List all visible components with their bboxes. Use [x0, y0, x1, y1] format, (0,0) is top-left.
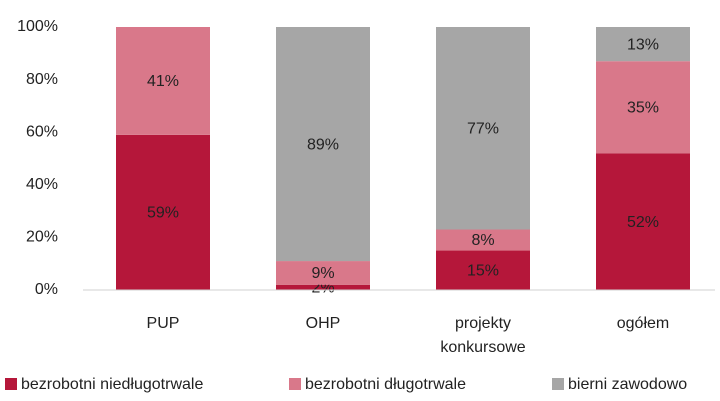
x-tick-label: OHP [305, 315, 341, 332]
data-label: 41% [147, 73, 179, 90]
data-label: 89% [307, 136, 339, 153]
data-label: 77% [467, 120, 499, 137]
x-tick-label: projekty konkursowe [440, 315, 526, 356]
x-tick-label: PUP [146, 315, 180, 332]
data-label: 13% [627, 36, 659, 53]
bar-segment [596, 61, 690, 154]
y-tick-label: 40% [26, 176, 58, 193]
y-tick-label: 100% [17, 18, 58, 35]
legend-swatch [552, 378, 564, 390]
bar-segment [276, 284, 370, 290]
y-tick-label: 0% [35, 281, 58, 298]
bar-segment [436, 27, 530, 230]
y-tick-label: 80% [26, 71, 58, 88]
y-tick-label: 20% [26, 229, 58, 246]
legend-label: bezrobotni niedługotrwale [21, 376, 203, 393]
data-label: 8% [471, 232, 494, 249]
bar-segment [596, 153, 690, 290]
y-tick-label: 60% [26, 123, 58, 140]
bar-segment [436, 250, 530, 290]
data-label: 35% [627, 99, 659, 116]
bar-segment [436, 229, 530, 251]
bar-segment [116, 134, 210, 290]
data-label: 9% [311, 265, 334, 282]
data-label: 15% [467, 262, 499, 279]
x-tick-label: ogółem [616, 315, 670, 332]
bar-segment [276, 27, 370, 262]
legend-swatch [289, 378, 301, 390]
bar-segment [596, 27, 690, 62]
data-label: 52% [627, 214, 659, 231]
legend-label: bezrobotni długotrwale [305, 376, 466, 393]
bar-segment [276, 261, 370, 285]
legend-label: bierni zawodowo [568, 376, 687, 393]
data-label: 59% [147, 205, 179, 222]
bar-segment [116, 27, 210, 135]
legend-swatch [5, 378, 17, 390]
